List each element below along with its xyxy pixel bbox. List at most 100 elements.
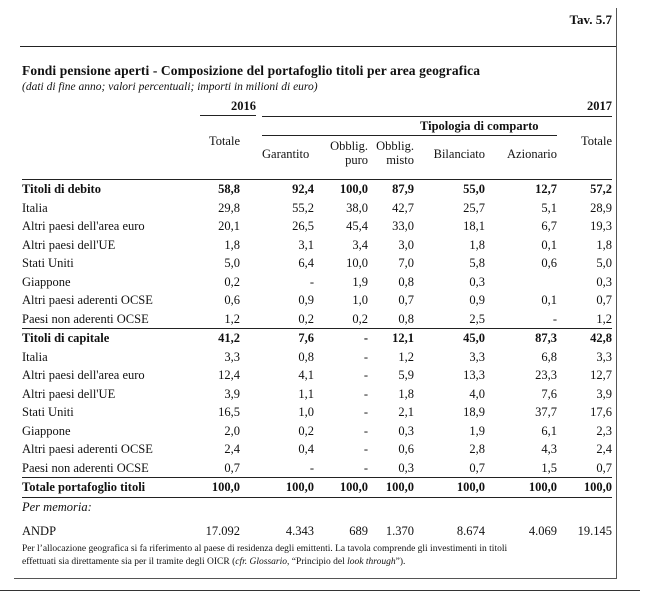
tipologia-header: Tipologia di comparto [420,119,539,133]
table-title: Fondi pensione aperti - Composizione del… [22,63,481,78]
cell-value: 37,7 [535,405,557,419]
table-row: Stati Uniti 5,0 6,4 10,0 7,0 5,8 0,6 5,0 [22,254,612,273]
cell-value: 57,2 [590,182,612,196]
table-row: Giappone 2,0 0,2 - 0,3 1,9 6,1 2,3 [22,422,612,441]
cell-value: 100,0 [385,480,414,494]
table-row: Altri paesi dell'UE 1,8 3,1 3,4 3,0 1,8 0,1 1,8 [22,236,612,255]
cell-value: 12,7 [535,182,557,196]
cell-value: - [363,405,368,419]
row-label: Titoli di debito [22,182,101,196]
cell-value: 1,0 [298,405,314,419]
cell-value: 18,1 [463,219,485,233]
cell-value: 41,2 [218,331,240,345]
cell-value: 0,9 [298,293,314,307]
cell-value: 0,8 [298,349,314,364]
cell-value: 58,8 [218,182,240,196]
table-header: 2016 2017 Tipologia di comparto Totale G… [22,97,612,179]
cell-value: 0,1 [541,237,557,252]
cell-value: 29,8 [218,200,240,215]
cell-value: 26,5 [292,219,314,233]
andp-value: 8.674 [456,524,485,538]
table-number: Tav. 5.7 [569,12,612,27]
cell-value: 1,8 [469,237,485,252]
cell-value: - [552,311,557,326]
cell-value: 1,8 [398,386,414,401]
cell-value: 2,5 [469,311,485,326]
table-row: Altri paesi dell'UE 3,9 1,1 - 1,8 4,0 7,6 3,9 [22,385,612,404]
cell-value: - [363,460,368,475]
cell-value: 1,9 [469,423,485,438]
cell-value: 23,3 [535,368,557,382]
row-label: Paesi non aderenti OCSE [22,460,149,475]
row-label: Altri paesi dell'UE [22,386,116,401]
bottom-rule [0,590,640,591]
cell-value: 55,0 [463,182,485,196]
row-label: Titoli di capitale [22,331,110,345]
row-label: Italia [22,200,48,215]
cell-value: 1,2 [596,311,612,326]
cell-value: 5,0 [596,256,612,270]
table-row: Altri paesi aderenti OCSE 2,4 0,4 - 0,6 2,8 4,… [22,440,612,459]
cell-value: 0,7 [469,460,485,475]
cell-value: 2,3 [596,423,612,438]
cell-value: 0,7 [224,460,240,475]
cell-value: 25,7 [463,200,485,215]
col-azionario: Azionario [507,147,557,161]
cell-value: 100,0 [211,480,240,494]
table-row: Italia 29,8 55,2 38,0 42,7 25,7 5,1 28,9 [22,199,612,218]
col-obblig-puro: Obblig. puro [330,139,368,167]
note-look-through: look through [347,556,396,567]
cell-value: 33,0 [392,219,414,233]
row-label: Italia [22,349,48,364]
cell-value: 7,0 [398,256,414,270]
cell-value: 0,9 [469,293,485,307]
note-line-2a: effettuati sia direttamente sia per il t… [22,556,236,567]
cell-value: - [363,331,368,345]
cell-value: 3,1 [298,237,314,252]
row-label: Altri paesi dell'area euro [22,219,145,233]
row-label: Altri paesi dell'UE [22,237,116,252]
row-label: Stati Uniti [22,405,74,419]
cell-value: 3,3 [469,349,485,364]
cell-value: 6,4 [298,256,314,270]
row-label: Altri paesi dell'area euro [22,368,145,382]
cell-value: 0,6 [541,256,557,270]
cell-value: 55,2 [292,200,314,215]
memoria-row: Per memoria: [22,498,612,517]
cell-value: 5,9 [398,368,414,382]
memoria-label: Per memoria: [22,499,92,514]
year-rule [262,116,612,117]
cell-value: 100,0 [339,480,368,494]
row-label: Altri paesi aderenti OCSE [22,442,153,456]
cell-value: 6,1 [541,423,557,438]
note-glossario: cfr. Glossario [235,556,287,567]
andp-value: 17.092 [205,524,240,538]
cell-value: - [363,386,368,401]
cell-value: 0,3 [469,274,485,289]
col-bilanciato: Bilanciato [433,147,485,161]
cell-value: 1,2 [398,349,414,364]
cell-value: 1,8 [596,237,612,252]
cell-value: 100,0 [285,480,314,494]
table-row: Totale portafoglio titoli 100,0 100,0 100,0… [22,477,612,498]
cell-value: 1,1 [298,386,314,401]
cell-value: 1,2 [224,311,240,326]
cell-value: - [363,368,368,382]
andp-value: 689 [349,524,368,538]
table-row: Altri paesi aderenti OCSE 0,6 0,9 1,0 0,7 0,9… [22,291,612,310]
table-row: Italia 3,3 0,8 - 1,2 3,3 6,8 3,3 [22,348,612,367]
cell-value: 0,2 [224,274,240,289]
cell-value: 0,2 [352,311,368,326]
table-row: Altri paesi dell'area euro 20,1 26,5 45,4 33… [22,217,612,236]
cell-value: 0,2 [298,423,314,438]
cell-value: 5,0 [224,256,240,270]
table-notes: Per l’allocazione geografica si fa rifer… [22,543,612,568]
cell-value: 0,7 [596,460,612,475]
table-row: Titoli di debito 58,8 92,4 100,0 87,9 55,0 12,… [22,180,612,199]
table-subtitle: (dati di fine anno; valori percentuali; … [22,81,318,93]
cell-value: 17,6 [590,405,612,419]
cell-value: 0,8 [398,311,414,326]
cell-value: 20,1 [218,219,240,233]
col-garantito: Garantito [262,147,310,161]
cell-value: 42,8 [590,331,612,345]
